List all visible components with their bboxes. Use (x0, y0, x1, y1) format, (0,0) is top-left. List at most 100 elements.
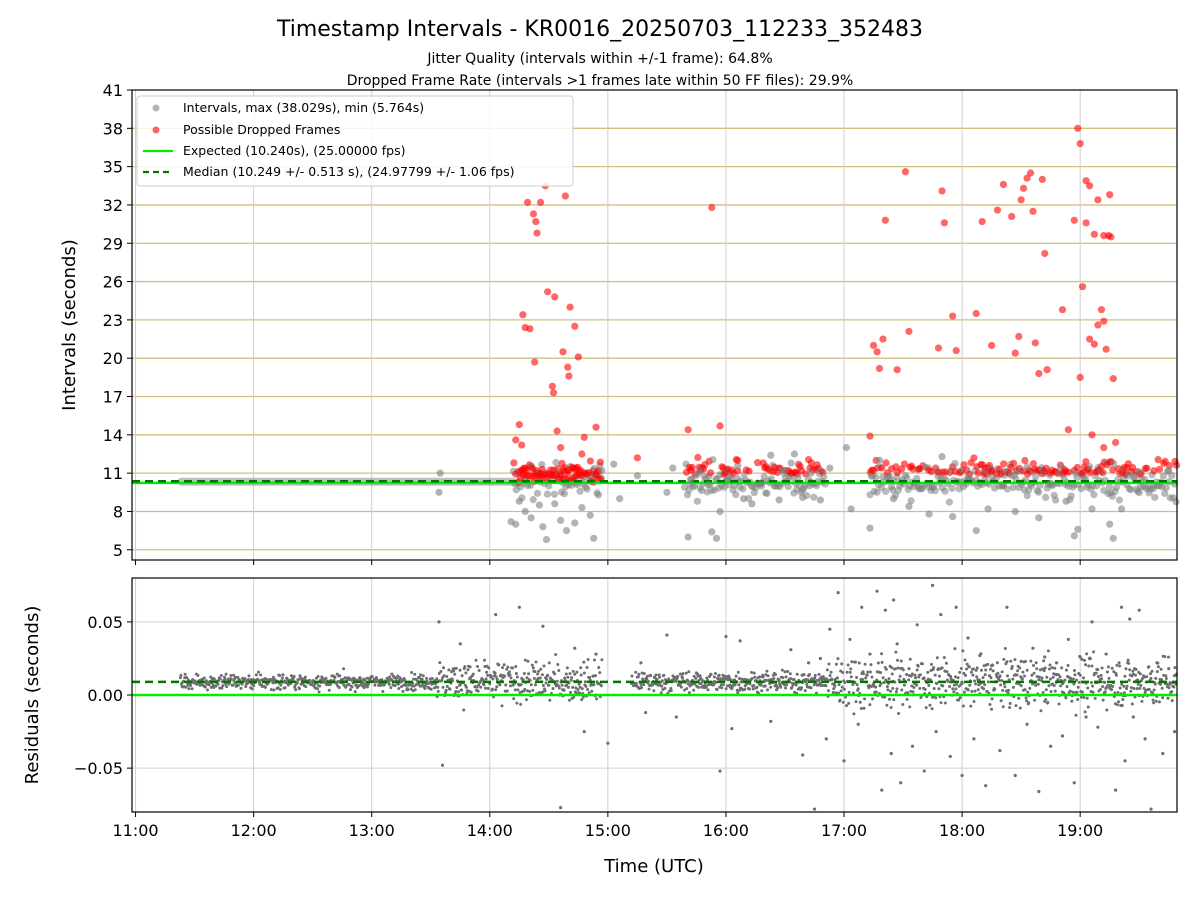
residual-point-dense (795, 672, 799, 676)
residual-point-dense (585, 665, 589, 669)
residual-point (1019, 659, 1023, 663)
residual-point-dense (752, 671, 756, 675)
residual-point-dense (566, 685, 570, 689)
residual-point-dense (1092, 650, 1096, 654)
residual-point-dense (423, 686, 427, 690)
residual-point-dense (1149, 676, 1153, 680)
residual-point (674, 715, 678, 719)
dropped-frame-point (551, 293, 559, 301)
intervals-reference-lines (132, 479, 1177, 485)
residual-point-dense (915, 683, 919, 687)
residual-point-dense (1003, 685, 1007, 689)
interval-point-dense (931, 487, 939, 495)
residual-point-dense (721, 683, 725, 687)
residual-point-dense (834, 662, 838, 666)
residual-point-dense (832, 687, 836, 691)
residual-point-dense (926, 670, 930, 674)
residual-point-dense (563, 676, 567, 680)
residual-point (1173, 729, 1177, 734)
residual-point-dense (413, 672, 417, 676)
dropped-point-dense (970, 454, 978, 462)
dropped-frame-point (531, 358, 539, 366)
residual-point-dense (990, 707, 994, 711)
dropped-frame-point (529, 210, 538, 218)
residual-point-dense (444, 688, 448, 692)
dropped-frame-point (1041, 249, 1049, 258)
residual-point-dense (916, 664, 920, 668)
residual-point-dense (1053, 689, 1057, 693)
interval-point-dense (948, 484, 956, 492)
residual-point-dense (915, 668, 919, 672)
residual-point-dense (1057, 673, 1061, 677)
residuals-y-tick-label: 0.05 (87, 613, 123, 632)
residual-point-dense (590, 689, 594, 693)
residual-point-dense (885, 703, 889, 707)
residual-point-dense (944, 689, 948, 693)
residuals-y-tick-label: −0.05 (74, 759, 123, 778)
residual-point-dense (1077, 680, 1081, 684)
residual-point-dense (991, 669, 995, 673)
residual-point-dense (890, 672, 894, 676)
residual-point-dense (1021, 670, 1025, 674)
residual-point-dense (1150, 669, 1154, 673)
residual-point-dense (727, 676, 731, 680)
residual-point-dense (852, 712, 856, 716)
residual-point (738, 639, 742, 643)
interval-point-dense (529, 496, 537, 504)
dropped-frame-point (526, 325, 534, 333)
residual-point-dense (847, 690, 851, 694)
residual-point-dense (1053, 666, 1057, 670)
residual-point-dense (1018, 666, 1022, 670)
residual-point (966, 636, 970, 640)
residual-point-dense (881, 676, 885, 680)
residual-point-dense (945, 670, 949, 674)
dropped-frame-point (553, 427, 561, 435)
residual-point-dense (658, 675, 662, 679)
residual-point (856, 722, 860, 726)
residual-point (930, 583, 935, 587)
residual-point-dense (419, 673, 423, 677)
residual-point-dense (556, 662, 560, 666)
dropped-frame-point (565, 372, 573, 380)
residual-point-dense (931, 695, 935, 699)
dropped-frame-point (873, 348, 881, 356)
interval-point (708, 528, 716, 536)
residual-point-dense (1152, 688, 1156, 692)
residual-point-dense (1070, 699, 1074, 703)
interval-point-dense (693, 497, 701, 505)
interval-point-dense (545, 482, 553, 490)
interval-point (684, 533, 692, 541)
interval-point-dense (1090, 491, 1098, 499)
residual-point-dense (1058, 675, 1062, 679)
residual-point-dense (1091, 684, 1095, 688)
residual-point-dense (953, 675, 957, 679)
residual-point-dense (755, 685, 759, 689)
residual-point-dense (851, 683, 855, 687)
residual-point-dense (905, 673, 909, 676)
residual-point-dense (204, 679, 208, 683)
residual-point-dense (783, 670, 787, 674)
residual-point-dense (388, 675, 392, 679)
residual-point (573, 646, 577, 650)
interval-point (669, 464, 677, 472)
residual-point-dense (1096, 668, 1100, 672)
residual-point-dense (1105, 670, 1109, 674)
residual-point-dense (1136, 682, 1140, 686)
legend-label-intervals: Intervals, max (38.029s), min (5.764s) (183, 100, 424, 115)
residual-point-dense (803, 689, 807, 693)
interval-point (598, 466, 606, 475)
residual-point-dense (806, 678, 810, 682)
residual-point-dense (494, 688, 498, 692)
residual-point-dense (1001, 688, 1005, 692)
dropped-point-dense (807, 459, 816, 467)
residual-point-dense (962, 690, 966, 694)
residual-point-dense (1086, 686, 1090, 690)
residual-point-dense (462, 708, 466, 712)
dropped-frame-point (1015, 332, 1023, 341)
residual-point-dense (634, 681, 638, 685)
residual-point-dense (696, 685, 700, 689)
residual-point-dense (500, 704, 504, 708)
residual-point-dense (1069, 676, 1073, 680)
residual-point-dense (890, 666, 894, 670)
